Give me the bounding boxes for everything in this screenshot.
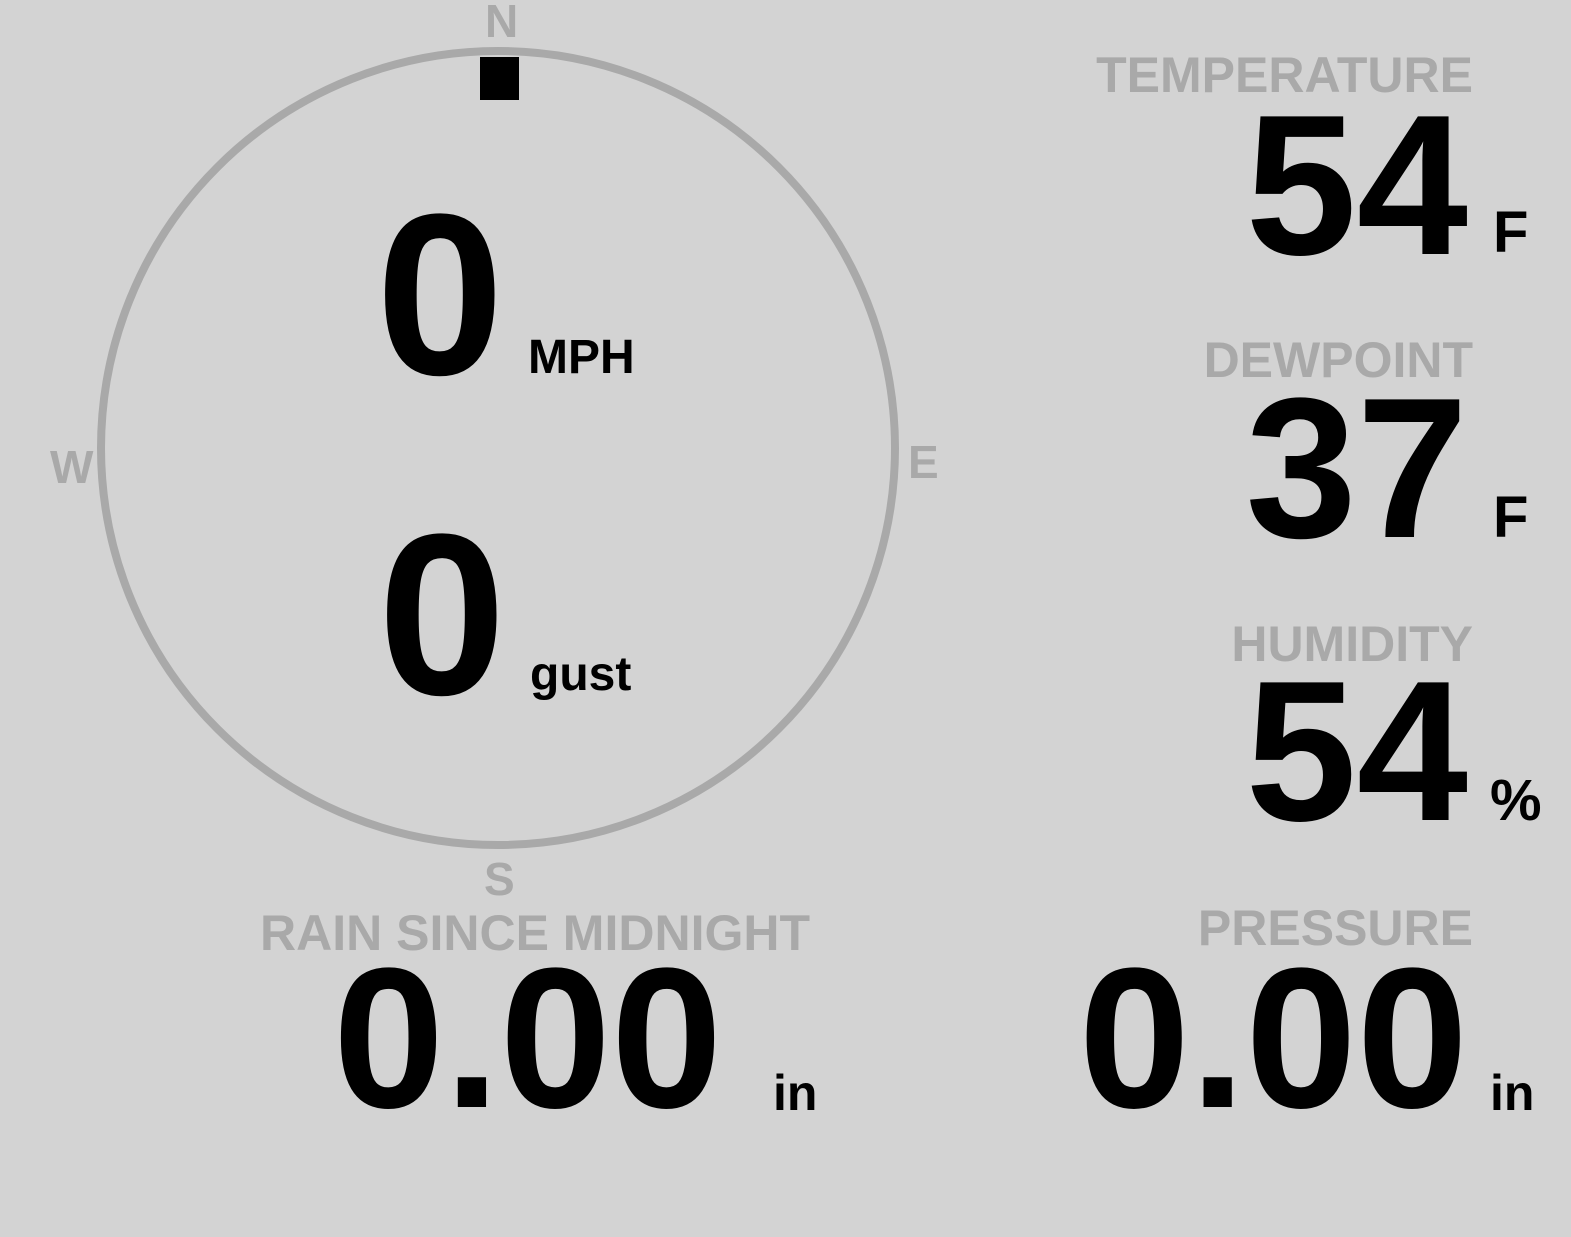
rain-value: 0.00 [333,927,723,1150]
humidity-label: HUMIDITY [1231,616,1473,672]
dewpoint-label: DEWPOINT [1203,332,1473,388]
humidity-value: 54 [1245,640,1468,863]
wind-speed-unit: MPH [528,331,635,384]
temperature-unit: F [1493,200,1529,265]
pressure-value: 0.00 [1078,927,1468,1150]
wind-speed-value: 0 [376,166,504,423]
compass-south-label: S [484,853,515,905]
rain-label: RAIN SINCE MIDNIGHT [260,905,810,961]
temperature-label: TEMPERATURE [1096,47,1473,103]
wind-gust-value: 0 [378,486,506,743]
temperature-value: 54 [1245,74,1468,297]
compass-north-label: N [485,0,519,47]
compass-east-label: E [908,436,939,488]
compass-ring [97,47,899,849]
humidity-unit: % [1490,768,1542,833]
wind-gust-unit: gust [530,648,632,701]
pressure-unit: in [1490,1065,1535,1121]
wind-direction-marker [480,57,519,100]
rain-unit: in [773,1065,818,1121]
pressure-label: PRESSURE [1197,900,1473,956]
dewpoint-unit: F [1493,485,1529,550]
compass-west-label: W [50,441,94,493]
dewpoint-value: 37 [1245,357,1468,580]
